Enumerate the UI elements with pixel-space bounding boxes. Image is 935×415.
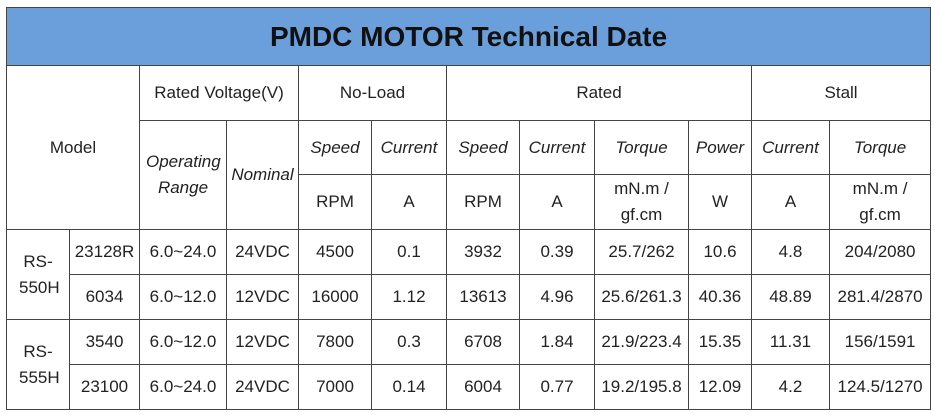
table-cell: Torque bbox=[828, 120, 932, 175]
table-cell: 0.14 bbox=[371, 364, 447, 410]
spec-table: PMDC MOTOR Technical Date Model Rated Vo… bbox=[5, 7, 932, 410]
table-row: 23100 6.0~24.0 24VDC 7000 0.14 6004 0.77 19.2/1… bbox=[7, 364, 932, 410]
table-cell: 6004 bbox=[446, 364, 520, 410]
table-cell: 19.2/195.8 bbox=[594, 364, 689, 410]
table-cell: 4.96 bbox=[519, 274, 595, 320]
table-cell: 11.31 bbox=[751, 319, 830, 365]
table-cell: 12VDC bbox=[226, 319, 299, 365]
table-cell: Current bbox=[751, 120, 830, 175]
table-cell: 13613 bbox=[446, 274, 520, 320]
header-cell: Rated bbox=[446, 65, 752, 121]
table-cell: RPM bbox=[446, 174, 520, 230]
table-cell: 6.0~12.0 bbox=[139, 319, 227, 365]
table-cell: 15.35 bbox=[688, 319, 752, 365]
table-cell: 4500 bbox=[298, 229, 372, 275]
table-cell: 281.4/2870 bbox=[828, 274, 932, 320]
table-cell: 6708 bbox=[446, 319, 520, 365]
table-cell: Current bbox=[519, 120, 595, 175]
table-cell: 6.0~24.0 bbox=[139, 364, 227, 410]
table-cell: 10.6 bbox=[688, 229, 752, 275]
header-cell: No-Load bbox=[298, 65, 447, 121]
table-cell: 0.1 bbox=[371, 229, 447, 275]
table-cell: 3932 bbox=[446, 229, 520, 275]
header-cell: Stall bbox=[750, 65, 932, 121]
table-cell: 12.09 bbox=[688, 364, 752, 410]
table-cell: 25.7/262 bbox=[594, 229, 689, 275]
table-cell: Current bbox=[371, 120, 447, 175]
table-cell: RS-555H bbox=[6, 319, 70, 410]
table-cell: 4.8 bbox=[751, 229, 830, 275]
table-cell: A bbox=[751, 174, 830, 230]
table-cell: mN.m / gf.cm bbox=[828, 174, 932, 230]
table-cell: Torque bbox=[594, 120, 689, 175]
table-cell: 0.3 bbox=[371, 319, 447, 365]
header-cell: Rated Voltage(V) bbox=[139, 65, 299, 121]
table-cell: 3540 bbox=[69, 319, 140, 365]
header-cell: Operating Range bbox=[139, 120, 227, 230]
table-cell: RPM bbox=[298, 174, 372, 230]
table-cell: W bbox=[688, 174, 752, 230]
table-cell: 4.2 bbox=[751, 364, 830, 410]
table-cell: 204/2080 bbox=[828, 229, 932, 275]
table-cell: 156/1591 bbox=[828, 319, 932, 365]
table-cell: 1.84 bbox=[519, 319, 595, 365]
table-cell: RS-550H bbox=[6, 229, 70, 320]
table-cell: Power bbox=[688, 120, 752, 175]
table-cell: 40.36 bbox=[688, 274, 752, 320]
table-cell: 0.39 bbox=[519, 229, 595, 275]
table-cell: A bbox=[519, 174, 595, 230]
table-cell: 23128R bbox=[69, 229, 140, 275]
table-cell: 16000 bbox=[298, 274, 372, 320]
table-cell: 7000 bbox=[298, 364, 372, 410]
table-title: PMDC MOTOR Technical Date bbox=[5, 7, 932, 66]
table-cell: 23100 bbox=[69, 364, 140, 410]
table-cell: 25.6/261.3 bbox=[594, 274, 689, 320]
table-cell: 24VDC bbox=[226, 229, 299, 275]
table-cell: mN.m / gf.cm bbox=[594, 174, 689, 230]
header-cell: Model bbox=[6, 65, 140, 230]
table-cell: 6.0~12.0 bbox=[139, 274, 227, 320]
table-cell: 0.77 bbox=[519, 364, 595, 410]
table-row: RS-555H 3540 6.0~12.0 12VDC 7800 0.3 6708 1.84 2… bbox=[6, 319, 932, 410]
table-cell: 48.89 bbox=[751, 274, 830, 320]
table-cell: 12VDC bbox=[226, 274, 299, 320]
table-row: 6034 6.0~12.0 12VDC 16000 1.12 13613 4.96 25.6/… bbox=[7, 274, 932, 320]
table-cell: 1.12 bbox=[371, 274, 447, 320]
table-cell: Speed bbox=[446, 120, 520, 175]
table-cell: 6034 bbox=[69, 274, 140, 320]
header-cell: Nominal bbox=[226, 120, 299, 230]
table-row: RS-550H 23128R 6.0~24.0 24VDC 4500 0.1 3932 0.3… bbox=[6, 229, 932, 320]
table-cell: A bbox=[371, 174, 447, 230]
table-cell: 21.9/223.4 bbox=[594, 319, 689, 365]
table-cell: 7800 bbox=[298, 319, 372, 365]
table-cell: 24VDC bbox=[226, 364, 299, 410]
table-cell: 6.0~24.0 bbox=[139, 229, 227, 275]
table-cell: 124.5/1270 bbox=[828, 364, 932, 410]
table-cell: Speed bbox=[298, 120, 372, 175]
